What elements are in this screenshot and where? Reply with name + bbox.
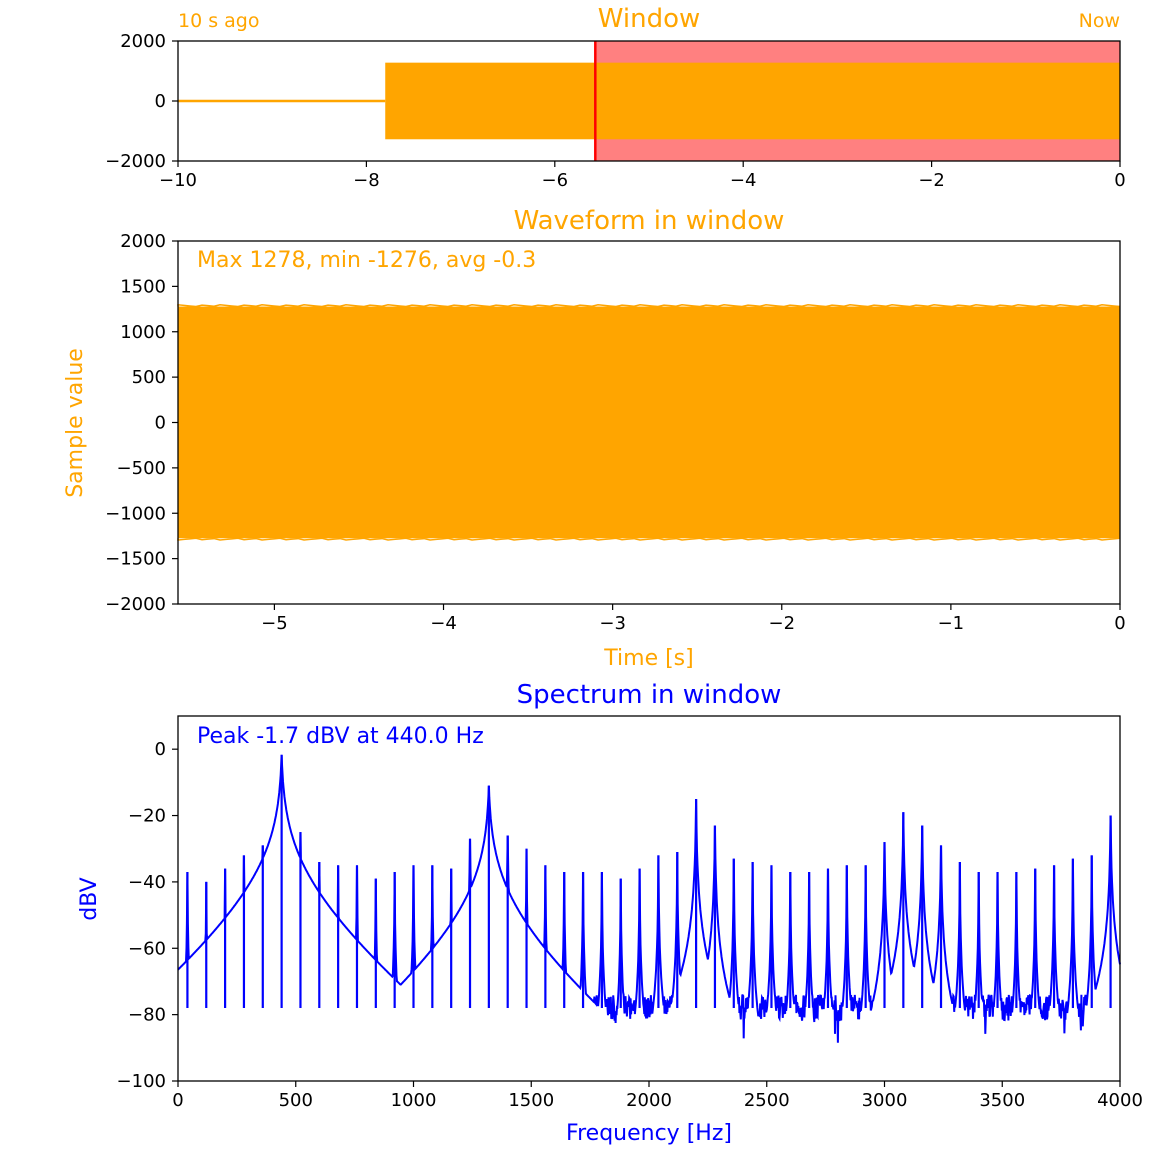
waveform-y-ticks: −2000 −1500 −1000 −500 0 500 1000 1500 2000 — [105, 231, 178, 615]
x-tick-label: −1 — [938, 613, 965, 634]
waveform-x-ticks: −5 −4 −3 −2 −1 0 — [261, 604, 1126, 634]
x-tick-label: 2500 — [744, 1090, 790, 1111]
y-tick-label: 0 — [155, 413, 166, 434]
x-tick-label: 0 — [1114, 613, 1125, 634]
waveform-ylabel: Sample value — [63, 348, 88, 498]
x-tick-label: 500 — [279, 1090, 313, 1111]
waveform-plot-area — [178, 305, 1120, 540]
y-tick-label: −100 — [117, 1071, 166, 1092]
y-tick-label: 1000 — [120, 322, 166, 343]
y-tick-label: 0 — [155, 91, 166, 112]
waveform-lower-edge — [178, 538, 1120, 540]
x-tick-label: 0 — [172, 1090, 183, 1111]
x-tick-label: 1000 — [391, 1090, 437, 1111]
spectrum-ylabel: dBV — [77, 877, 102, 920]
y-tick-label: −60 — [128, 938, 166, 959]
waveform-title: Waveform in window — [514, 206, 785, 236]
spectrum-y-ticks: −100 −80 −60 −40 −20 0 — [117, 739, 178, 1092]
x-tick-label: −4 — [430, 613, 457, 634]
y-tick-label: 0 — [155, 739, 166, 760]
window-title: Window — [598, 4, 701, 34]
spectrum-annotation: Peak -1.7 dBV at 440.0 Hz — [197, 724, 484, 749]
window-panel: Window 10 s ago Now −10 −8 −6 −4 −2 0 −2000 0 2… — [105, 4, 1126, 191]
y-tick-label: −40 — [128, 872, 166, 893]
x-tick-label: −10 — [159, 170, 197, 191]
x-tick-label: −6 — [542, 170, 569, 191]
y-tick-label: 2000 — [120, 231, 166, 252]
y-tick-label: −20 — [128, 806, 166, 827]
x-tick-label: 4000 — [1097, 1090, 1143, 1111]
y-tick-label: −500 — [117, 458, 166, 479]
waveform-band — [178, 307, 1120, 539]
x-tick-label: −2 — [768, 613, 795, 634]
window-left-note: 10 s ago — [178, 10, 259, 32]
x-tick-label: 0 — [1114, 170, 1125, 191]
spectrum-plot-area — [178, 755, 1120, 1043]
x-tick-label: −5 — [261, 613, 288, 634]
waveform-xlabel: Time [s] — [603, 646, 693, 671]
y-tick-label: −1000 — [105, 503, 166, 524]
waveform-panel: Waveform in window Max 1278, min -1276, … — [63, 206, 1126, 671]
x-tick-label: 3500 — [979, 1090, 1025, 1111]
y-tick-label: 1500 — [120, 276, 166, 297]
window-plot-area — [178, 41, 1120, 161]
x-tick-label: −2 — [918, 170, 945, 191]
y-tick-label: 500 — [132, 367, 166, 388]
window-x-ticks: −10 −8 −6 −4 −2 0 — [159, 161, 1126, 191]
spectrum-xlabel: Frequency [Hz] — [566, 1121, 732, 1146]
waveform-annotation: Max 1278, min -1276, avg -0.3 — [197, 248, 536, 273]
x-tick-label: −8 — [353, 170, 380, 191]
x-tick-label: −4 — [730, 170, 757, 191]
x-tick-label: −3 — [599, 613, 626, 634]
x-tick-label: 2000 — [626, 1090, 672, 1111]
y-tick-label: 2000 — [120, 31, 166, 52]
signal-band — [385, 63, 1120, 140]
waveform-upper-edge — [178, 305, 1120, 307]
spectrum-panel: Spectrum in window Peak -1.7 dBV at 440.… — [77, 680, 1143, 1146]
y-tick-label: −80 — [128, 1005, 166, 1026]
window-y-ticks: −2000 0 2000 — [105, 31, 178, 172]
x-tick-label: 3000 — [862, 1090, 908, 1111]
window-right-note: Now — [1079, 10, 1120, 32]
spectrum-x-ticks: 0 500 1000 1500 2000 2500 3000 3500 4000 — [172, 1081, 1143, 1111]
x-tick-label: 1500 — [508, 1090, 554, 1111]
spectrum-title: Spectrum in window — [517, 680, 782, 710]
y-tick-label: −2000 — [105, 594, 166, 615]
y-tick-label: −2000 — [105, 151, 166, 172]
y-tick-label: −1500 — [105, 549, 166, 570]
